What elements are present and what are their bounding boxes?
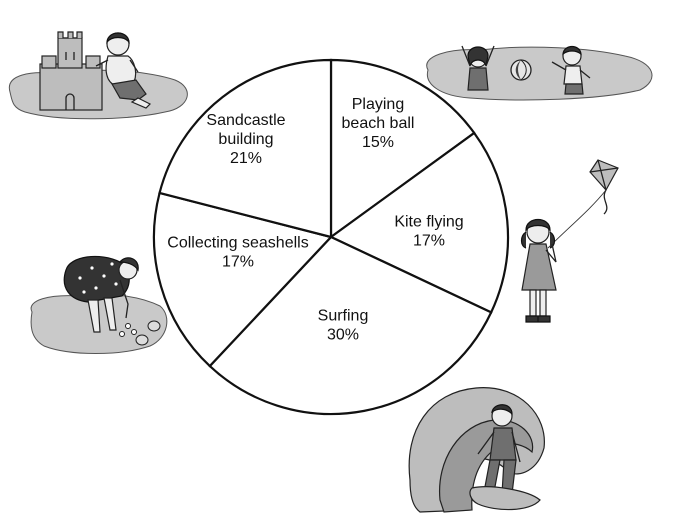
slice-name-line-4-1: building: [218, 131, 273, 148]
slice-name-line-0-0: Playing: [352, 96, 404, 113]
beach-ball-icon: [510, 59, 532, 81]
shell-collector-illustration: [30, 255, 168, 354]
slice-label-4: Sandcastle building 21%: [206, 112, 285, 167]
slice-name-line-3-0: Collecting seashells: [167, 235, 308, 252]
slice-name-line-0-1: beach ball: [342, 115, 415, 132]
surfboard-icon: [469, 486, 541, 511]
seashell-icon: [119, 320, 161, 346]
slice-label-3: Collecting seashells 17%: [167, 235, 308, 271]
slice-label-0: Playing beach ball 15%: [342, 96, 415, 151]
slice-percent-0: 15%: [362, 134, 394, 151]
slice-percent-2: 30%: [327, 327, 359, 344]
slice-percent-1: 17%: [413, 233, 445, 250]
slice-name-line-1-0: Kite flying: [394, 214, 463, 231]
pie-slice-4: [158, 58, 333, 239]
pie-slices: [152, 58, 510, 416]
pie-slice-0: [329, 58, 476, 240]
slice-name-line-2-0: Surfing: [318, 308, 369, 325]
sandcastle-icon: [39, 31, 103, 111]
kite-girl-illustration: [520, 159, 619, 323]
slice-percent-4: 21%: [230, 150, 262, 167]
pie-labels: Playing beach ball 15% Kite flying 17% Surfin…: [167, 96, 463, 344]
pie-slice-2: [208, 235, 493, 416]
pie-slice-3: [152, 191, 334, 368]
pie-slice-1: [328, 131, 510, 314]
kite-icon: [589, 159, 619, 215]
slice-label-2: Surfing 30%: [318, 308, 369, 344]
slice-label-1: Kite flying 17%: [394, 214, 463, 250]
slice-name-line-4-0: Sandcastle: [206, 112, 285, 129]
sandcastle-boy-illustration: [8, 31, 188, 120]
surfer-illustration: [408, 387, 545, 513]
beach-ball-kids-illustration: [426, 45, 653, 101]
slice-percent-3: 17%: [222, 254, 254, 271]
